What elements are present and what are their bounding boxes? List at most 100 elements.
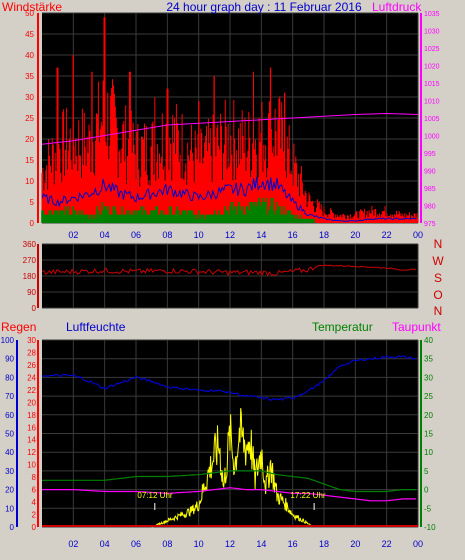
- rain-tick-label: 26: [27, 361, 36, 370]
- sunrise-label: 07:12 Uhr: [137, 491, 172, 500]
- humidity-tick-label: 30: [5, 467, 14, 476]
- pressure-tick-label: 1010: [424, 99, 440, 106]
- rain-tick-label: 16: [27, 423, 36, 432]
- x-tick-label: 00: [413, 539, 423, 549]
- direction-tick-label: 180: [23, 272, 37, 281]
- x-tick-label: 04: [100, 230, 110, 240]
- wind-direction-series: [41, 264, 417, 277]
- x-tick-label: 14: [256, 230, 266, 240]
- rain-axis-label: Regen: [1, 320, 36, 334]
- x-tick-label: 04: [100, 539, 110, 549]
- x-tick-label: 02: [68, 230, 78, 240]
- x-tick-label: 22: [382, 539, 392, 549]
- pressure-tick-label: 995: [424, 151, 436, 158]
- x-tick-label: 16: [288, 539, 298, 549]
- temperature-tick-label: 0: [424, 486, 429, 495]
- x-tick-label: 12: [225, 230, 235, 240]
- x-tick-label: 08: [162, 230, 172, 240]
- wind-tick-label: 25: [25, 114, 34, 123]
- rain-tick-label: 30: [27, 336, 36, 345]
- humidity-tick-label: 40: [5, 448, 14, 457]
- wind-tick-label: 15: [25, 156, 34, 165]
- rain-tick-label: 14: [27, 436, 36, 445]
- wind-tick-label: 20: [25, 135, 34, 144]
- wind-tick-label: 10: [25, 177, 34, 186]
- pressure-tick-label: 1000: [424, 134, 440, 141]
- temperature-axis-label: Temperatur: [312, 320, 373, 334]
- wind-tick-label: 35: [25, 72, 34, 81]
- x-tick-label: 12: [225, 539, 235, 549]
- x-tick-label: 00: [413, 230, 423, 240]
- wind-min-series: [41, 197, 315, 223]
- wind-tick-label: 45: [25, 30, 34, 39]
- humidity-tick-label: 20: [5, 486, 14, 495]
- humidity-tick-label: 70: [5, 392, 14, 401]
- humidity-tick-label: 90: [5, 355, 14, 364]
- pressure-tick-label: 1025: [424, 46, 440, 53]
- humidity-tick-label: 50: [5, 430, 14, 439]
- x-tick-label: 20: [350, 230, 360, 240]
- direction-tick-label: 270: [23, 256, 37, 265]
- humidity-tick-label: 10: [5, 504, 14, 513]
- humidity-tick-label: 60: [5, 411, 14, 420]
- temperature-tick-label: 20: [424, 411, 433, 420]
- x-tick-label: 10: [194, 539, 204, 549]
- x-tick-label: 08: [162, 539, 172, 549]
- temperature-series: [42, 470, 417, 493]
- pressure-series: [41, 112, 419, 145]
- rain-tick-label: 6: [32, 486, 37, 495]
- wind-tick-label: 5: [30, 198, 35, 207]
- x-tick-label: 14: [256, 539, 266, 549]
- rain-tick-label: 2: [32, 511, 37, 520]
- rain-tick-label: 4: [32, 498, 37, 507]
- direction-label-w: W: [432, 254, 444, 268]
- temperature-tick-label: 5: [424, 467, 429, 476]
- x-tick-label: 18: [319, 230, 329, 240]
- temperature-tick-label: 10: [424, 448, 433, 457]
- rain-tick-label: 18: [27, 411, 36, 420]
- temperature-tick-label: 30: [424, 373, 433, 382]
- rain-tick-label: 20: [27, 398, 36, 407]
- humidity-tick-label: 80: [5, 373, 14, 382]
- rain-tick-label: 12: [27, 448, 36, 457]
- rain-tick-label: 10: [27, 461, 36, 470]
- wind-tick-label: 50: [25, 9, 34, 18]
- temperature-tick-label: -5: [424, 504, 432, 513]
- x-tick-label: 06: [131, 230, 141, 240]
- pressure-tick-label: 980: [424, 204, 436, 211]
- x-tick-label: 10: [194, 230, 204, 240]
- direction-label-n2: N: [434, 304, 443, 318]
- temperature-tick-label: 35: [424, 355, 433, 364]
- direction-label-n1: N: [434, 237, 443, 251]
- temperature-tick-label: 25: [424, 392, 433, 401]
- pressure-tick-label: 1005: [424, 116, 440, 123]
- dewpoint-axis-label: Taupunkt: [392, 320, 441, 334]
- direction-label-s: S: [434, 271, 442, 285]
- humidity-series: [41, 355, 417, 401]
- wind-axis-label: Windstärke: [2, 0, 62, 14]
- rain-tick-label: 22: [27, 386, 36, 395]
- rain-tick-label: 24: [27, 373, 36, 382]
- temperature-tick-label: 15: [424, 430, 433, 439]
- rain-tick-label: 0: [32, 523, 37, 532]
- temperature-tick-label: 40: [424, 336, 433, 345]
- pressure-tick-label: 1015: [424, 81, 440, 88]
- temperature-tick-label: -10: [424, 523, 436, 532]
- chart-title: 24 hour graph day : 11 Februar 2016: [166, 0, 362, 14]
- humidity-tick-label: 100: [1, 336, 15, 345]
- direction-tick-label: 360: [23, 240, 37, 249]
- pressure-tick-label: 1035: [424, 11, 440, 18]
- direction-tick-label: 0: [32, 304, 37, 313]
- dewpoint-series: [42, 487, 417, 502]
- pressure-tick-label: 1020: [424, 64, 440, 71]
- x-tick-label: 06: [131, 539, 141, 549]
- rain-tick-label: 28: [27, 348, 36, 357]
- pressure-axis-label: Luftdruck: [372, 0, 422, 14]
- pressure-tick-label: 985: [424, 186, 436, 193]
- pressure-tick-label: 990: [424, 169, 436, 176]
- wind-tick-label: 0: [30, 219, 35, 228]
- wind-avg-series: [41, 177, 417, 222]
- x-tick-label: 02: [68, 539, 78, 549]
- pressure-tick-label: 1030: [424, 29, 440, 36]
